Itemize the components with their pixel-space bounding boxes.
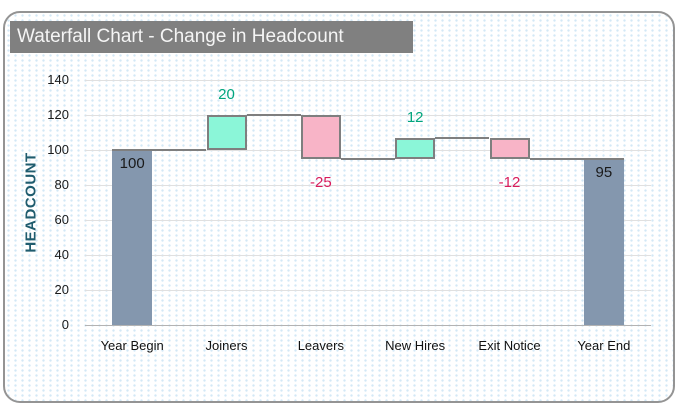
y-tick-label-100: 100 [47, 142, 69, 157]
chart-title: Waterfall Chart - Change in Headcount [10, 21, 413, 53]
window-frame [3, 11, 675, 403]
gridline-140 [85, 79, 651, 81]
bar-year-begin[interactable] [112, 150, 153, 325]
data-label-exit-notice: -12 [498, 173, 521, 191]
data-label-joiners: 20 [218, 86, 235, 103]
y-axis-title-text: HEADCOUNT [22, 152, 40, 253]
connector-level-120-1 [246, 114, 301, 116]
gridline-0 [85, 324, 651, 326]
y-tick-label-120: 120 [47, 107, 69, 122]
category-label-year-begin: Year Begin [100, 338, 164, 353]
y-axis-title: HEADCOUNT [14, 80, 48, 325]
connector-level-100-0 [112, 149, 207, 151]
gridline-120 [85, 114, 651, 116]
data-label-new-hires: 12 [406, 108, 424, 126]
category-label-exit-notice: Exit Notice [478, 338, 541, 353]
category-label-year-end: Year End [577, 338, 631, 353]
gridline-20 [85, 289, 651, 291]
category-label-new-hires: New Hires [385, 338, 446, 353]
connector-level-107-3 [435, 136, 490, 139]
gridline-100 [85, 149, 651, 151]
category-label-leavers: Leavers [297, 338, 344, 353]
category-label-joiners: Joiners [205, 338, 248, 353]
y-tick-label-140: 140 [47, 72, 69, 87]
data-label-year-end: 95 [595, 163, 613, 181]
bar-exit-notice[interactable] [489, 137, 530, 159]
y-tick-label-0: 0 [61, 317, 69, 332]
gridline-60 [85, 219, 651, 221]
y-tick-label-80: 80 [54, 177, 69, 192]
gridline-80 [85, 184, 651, 186]
data-label-year-begin: 100 [119, 155, 145, 172]
bar-year-end[interactable] [583, 158, 624, 325]
y-tick-label-40: 40 [54, 247, 69, 262]
bar-joiners[interactable] [206, 115, 247, 150]
connector-level-95-4 [529, 157, 624, 160]
y-tick-label-20: 20 [54, 282, 69, 297]
bar-new-hires[interactable] [395, 137, 436, 159]
bar-leavers[interactable] [300, 115, 341, 159]
data-label-leavers: -25 [309, 173, 332, 191]
gridline-40 [85, 254, 651, 256]
connector-level-95-2 [340, 157, 396, 160]
y-tick-label-60: 60 [54, 212, 69, 227]
